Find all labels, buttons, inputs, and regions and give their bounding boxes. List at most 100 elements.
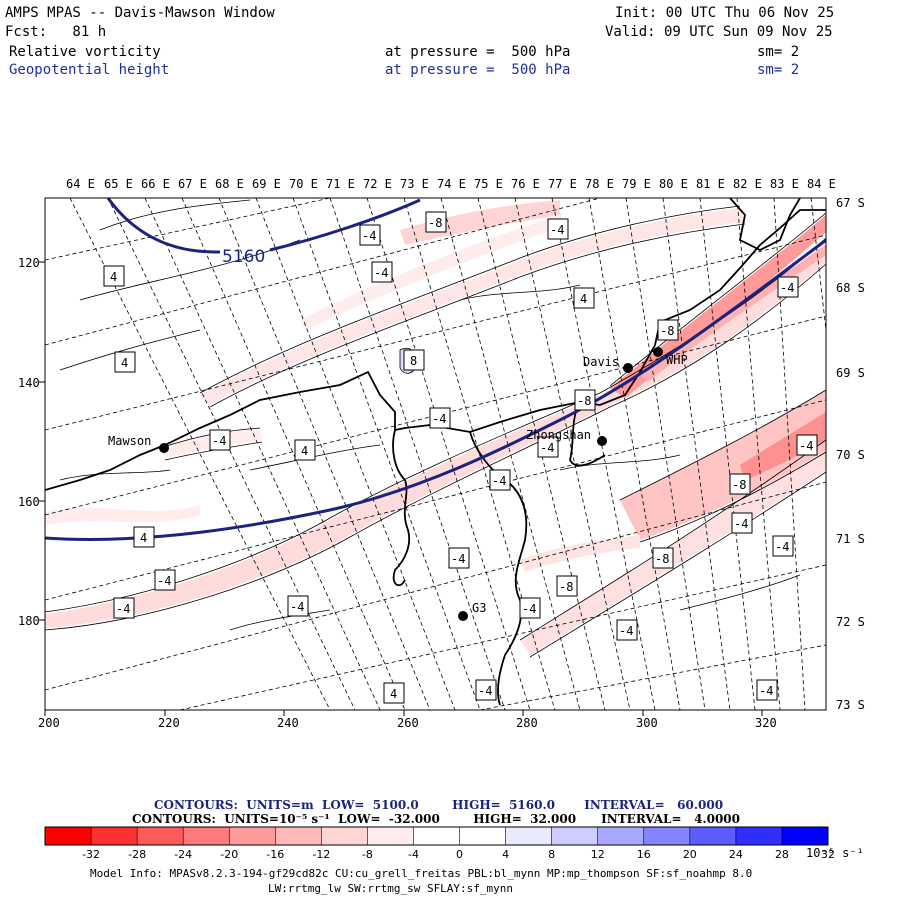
colorbar-tick-label: -20 [220, 848, 238, 861]
colorbar-tick-label: -24 [174, 848, 192, 861]
colorbar-tick-label: 8 [548, 848, 555, 861]
lon-label: 83 E [770, 177, 799, 191]
colorbar-swatch [229, 827, 276, 845]
lon-label: 70 E [289, 177, 318, 191]
lon-label: 76 E [511, 177, 540, 191]
vort-label: 4 [294, 439, 316, 461]
colorbar-swatch [367, 827, 414, 845]
lon-label: 82 E [733, 177, 762, 191]
vort-label: -4 [547, 218, 569, 240]
model-info-line1: Model Info: MPASv8.2.3-194-gf29cd82c CU:… [90, 867, 753, 880]
field1-name: Relative vorticity [9, 44, 161, 60]
vort-label: -8 [729, 473, 751, 495]
lon-label: 66 E [141, 177, 170, 191]
lat-label: 67 S [836, 196, 865, 210]
lon-label: 68 E [215, 177, 244, 191]
svg-text:4: 4 [580, 292, 587, 306]
colorbar-swatch [459, 827, 507, 845]
lat-label: 71 S [836, 532, 865, 546]
svg-text:-4: -4 [540, 441, 554, 455]
lon-label: 71 E [326, 177, 355, 191]
lon-label: 75 E [474, 177, 503, 191]
vort-label: -4 [777, 276, 799, 298]
field2-smoothing: sm= 2 [757, 62, 800, 78]
vort-label: -4 [475, 679, 497, 701]
vort-label: -8 [657, 319, 679, 341]
chart-title: AMPS MPAS -- Davis-Mawson Window [5, 5, 275, 21]
svg-text:-4: -4 [775, 540, 789, 554]
svg-text:-4: -4 [157, 574, 171, 588]
lon-label: 78 E [585, 177, 614, 191]
vort-label: 8 [403, 349, 425, 371]
vort-label: 4 [114, 351, 136, 373]
svg-text:-4: -4 [478, 684, 492, 698]
lon-label: 67 E [178, 177, 207, 191]
x-axis-ticks: 200 220 240 260 280 300 320 [38, 716, 777, 730]
model-info-line2: LW:rrtmg_lw SW:rrtmg_sw SFLAY:sf_mynn [268, 882, 514, 895]
lon-label: 77 E [548, 177, 577, 191]
colorbar-tick-label: -12 [312, 848, 330, 861]
lon-label: 74 E [437, 177, 466, 191]
lon-label: 64 E [66, 177, 95, 191]
colorbar-swatch [597, 827, 645, 845]
svg-text:-4: -4 [759, 684, 773, 698]
lon-label: 65 E [104, 177, 133, 191]
field1-smoothing: sm= 2 [757, 44, 800, 60]
lon-label: 84 E [807, 177, 836, 191]
vort-label: -4 [731, 512, 753, 534]
colorbar-swatch [183, 827, 230, 845]
station-label: Mawson [108, 434, 151, 448]
vort-label: -8 [574, 389, 596, 411]
svg-text:-4: -4 [734, 517, 748, 531]
svg-text:-4: -4 [451, 552, 465, 566]
station-marker [159, 443, 169, 453]
colorbar-tick-label: 12 [591, 848, 605, 861]
colorbar-tick-label: 24 [729, 848, 743, 861]
svg-text:-8: -8 [428, 216, 442, 230]
vort-label: 4 [383, 682, 405, 704]
vort-label: -8 [556, 575, 578, 597]
svg-text:-4: -4 [212, 434, 226, 448]
colorbar-swatch [781, 827, 829, 845]
station-label: Davis [583, 355, 619, 369]
valid-time: Valid: 09 UTC Sun 09 Nov 25 [605, 24, 833, 40]
vort-label: 4 [573, 287, 595, 309]
vort-label: -4 [519, 597, 541, 619]
station-label: Zhongshan [526, 428, 591, 442]
svg-text:8: 8 [410, 354, 417, 368]
vort-label: -4 [796, 434, 818, 456]
x-tick: 240 [277, 716, 299, 730]
vort-label: -4 [287, 595, 309, 617]
vort-label: -4 [209, 429, 231, 451]
colorbar [45, 827, 829, 845]
vort-label: -4 [537, 436, 559, 458]
colorbar-tick-label: 32 [821, 848, 835, 861]
lon-label: 80 E [659, 177, 688, 191]
field2-name: Geopotential height [9, 62, 170, 78]
vort-label: -4 [429, 407, 451, 429]
latitude-labels: 67 S 68 S 69 S 70 S 71 S 72 S 73 S [836, 196, 865, 712]
svg-text:-8: -8 [577, 394, 591, 408]
geopotential-contour-5160-left [106, 198, 221, 254]
lon-label: 81 E [696, 177, 725, 191]
colorbar-tick-label: 4 [502, 848, 509, 861]
vort-label: -4 [113, 597, 135, 619]
colorbar-swatch [275, 827, 322, 845]
svg-text:-4: -4 [492, 474, 506, 488]
station-marker [458, 611, 468, 621]
x-tick: 260 [397, 716, 419, 730]
colorbar-tick-label: 20 [683, 848, 697, 861]
lon-label: 72 E [363, 177, 392, 191]
lat-label: 68 S [836, 281, 865, 295]
stations: Mawson Davis WHP Zhongshan G3 [108, 347, 688, 621]
vort-label: 4 [103, 265, 125, 287]
field1-level: at pressure = 500 hPa [385, 44, 571, 60]
station-marker [597, 436, 607, 446]
vorticity-contours [45, 199, 826, 658]
colorbar-units: 10⁻⁵ s⁻¹ [806, 846, 864, 860]
forecast-hour: Fcst: 81 h [5, 24, 107, 40]
init-time: Init: 00 UTC Thu 06 Nov 25 [615, 5, 835, 21]
svg-text:4: 4 [121, 356, 128, 370]
station-marker [623, 363, 633, 373]
svg-text:4: 4 [301, 444, 308, 458]
